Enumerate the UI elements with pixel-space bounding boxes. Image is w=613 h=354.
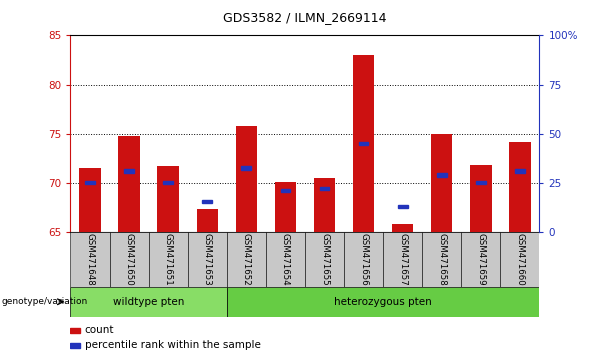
Bar [383, 232, 422, 287]
Text: GDS3582 / ILMN_2669114: GDS3582 / ILMN_2669114 [223, 11, 387, 24]
Text: GSM471655: GSM471655 [320, 233, 329, 286]
Bar [305, 232, 344, 287]
Bar [314, 178, 335, 232]
Text: GSM471651: GSM471651 [164, 233, 173, 286]
Bar [227, 232, 266, 287]
Text: heterozygous pten: heterozygous pten [334, 297, 432, 307]
Bar [470, 165, 492, 232]
Text: wildtype pten: wildtype pten [113, 297, 185, 307]
Bar [149, 232, 188, 287]
Text: GSM471654: GSM471654 [281, 233, 290, 286]
Text: GSM471656: GSM471656 [359, 233, 368, 286]
Bar [437, 173, 447, 177]
Bar [353, 55, 375, 232]
Bar [476, 181, 485, 184]
Bar [188, 232, 227, 287]
Bar [235, 126, 257, 232]
Text: GSM471659: GSM471659 [476, 233, 485, 286]
Text: GSM471650: GSM471650 [124, 233, 134, 286]
Bar [70, 343, 80, 348]
Bar [275, 182, 296, 232]
Bar [242, 166, 251, 170]
Bar [431, 133, 452, 232]
Bar [266, 232, 305, 287]
Bar [515, 169, 525, 173]
Bar [163, 181, 173, 184]
Bar [392, 224, 413, 232]
Bar [509, 142, 531, 232]
Bar [85, 181, 95, 184]
Text: GSM471657: GSM471657 [398, 233, 407, 286]
Bar [158, 166, 179, 232]
Bar [227, 287, 539, 317]
Bar [202, 200, 212, 203]
Text: GSM471652: GSM471652 [242, 233, 251, 286]
Text: genotype/variation: genotype/variation [2, 297, 88, 306]
Bar [70, 287, 227, 317]
Bar [79, 168, 101, 232]
Bar [70, 232, 110, 287]
Bar [70, 328, 80, 333]
Text: GSM471658: GSM471658 [437, 233, 446, 286]
Bar [422, 232, 462, 287]
Text: GSM471648: GSM471648 [86, 233, 94, 286]
Bar [319, 187, 329, 190]
Bar [500, 232, 539, 287]
Bar [344, 232, 383, 287]
Text: GSM471653: GSM471653 [203, 233, 211, 286]
Bar [197, 209, 218, 232]
Bar [118, 136, 140, 232]
Bar [462, 232, 500, 287]
Bar [281, 189, 291, 192]
Bar [124, 169, 134, 173]
Text: count: count [85, 325, 114, 335]
Bar [110, 232, 149, 287]
Bar [359, 142, 368, 145]
Text: GSM471660: GSM471660 [516, 233, 524, 286]
Bar [398, 205, 408, 208]
Text: percentile rank within the sample: percentile rank within the sample [85, 340, 261, 350]
